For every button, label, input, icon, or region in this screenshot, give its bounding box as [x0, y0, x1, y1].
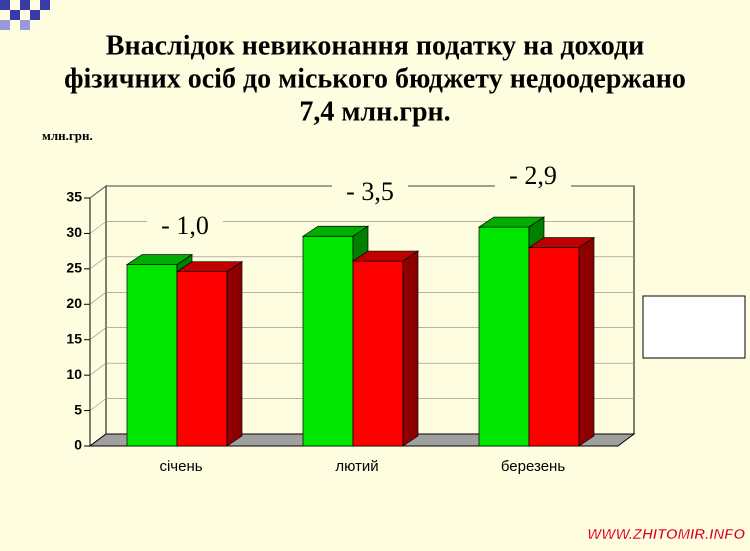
y-tick-label: 20 — [66, 295, 82, 311]
grid-line — [89, 185, 107, 199]
x-tick-label: лютий — [335, 458, 378, 475]
grid-line — [89, 398, 107, 411]
annotation-bg — [147, 214, 223, 242]
y-tick-label: 5 — [74, 401, 82, 417]
y-tick-label: 0 — [74, 437, 82, 453]
bar-side — [578, 236, 595, 447]
bar — [176, 271, 228, 447]
bar — [302, 235, 354, 447]
bar-side — [226, 261, 243, 447]
bar — [352, 260, 404, 447]
bar-side — [402, 250, 419, 447]
y-tick-label: 35 — [66, 189, 82, 205]
chart-title: Внаслідок невиконання податку на доходи — [106, 30, 644, 61]
annotation: - 1,0 — [161, 211, 209, 240]
chart-title: 7,4 млн.грн. — [299, 96, 450, 127]
annotation: - 3,5 — [346, 177, 394, 206]
chart-title: фізичних осіб до міського бюджету недоод… — [64, 63, 686, 94]
annotation: - 2,9 — [509, 161, 557, 190]
legend — [642, 295, 746, 359]
decor-squares — [0, 0, 50, 30]
grid-line — [89, 256, 107, 270]
side-wall — [89, 185, 107, 447]
bar — [528, 247, 580, 447]
grid-line — [89, 362, 107, 376]
y-tick-label: 25 — [66, 260, 82, 276]
bar — [478, 226, 530, 447]
bar — [126, 264, 178, 447]
x-tick-label: березень — [501, 458, 565, 475]
y-tick-label: 30 — [66, 224, 82, 240]
x-tick-label: січень — [159, 458, 202, 475]
annotation-bg — [332, 180, 408, 208]
watermark: WWW.ZHITOMIR.INFO — [587, 526, 745, 543]
y-tick-label: 15 — [66, 330, 82, 346]
y-axis-label: млн.грн. — [42, 128, 93, 143]
grid-line — [89, 327, 107, 340]
grid-line — [89, 221, 107, 234]
y-tick-label: 10 — [66, 366, 82, 382]
annotation-bg — [495, 164, 571, 192]
grid-line — [89, 292, 107, 305]
